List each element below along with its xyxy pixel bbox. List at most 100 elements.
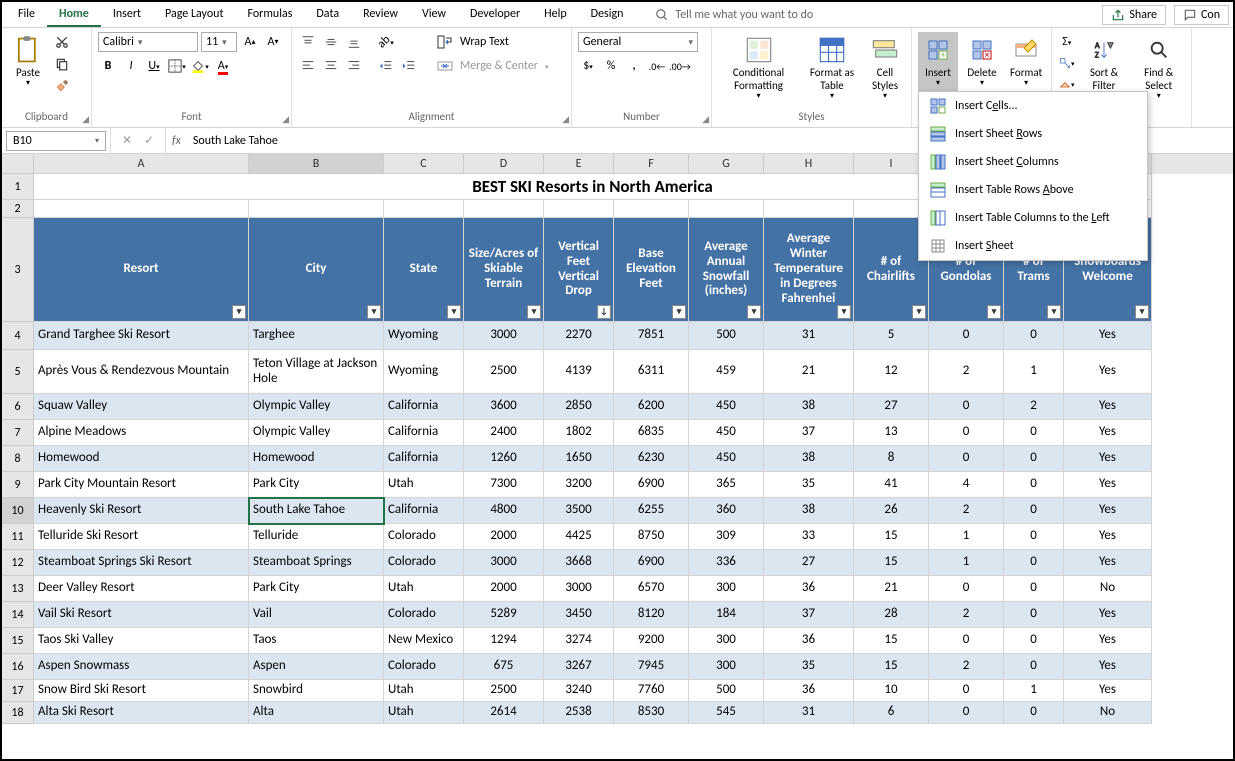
table-cell[interactable]: California <box>384 498 464 524</box>
table-cell[interactable]: Yes <box>1064 498 1152 524</box>
table-cell[interactable]: 38 <box>764 394 854 420</box>
table-cell[interactable]: Taos Ski Valley <box>34 628 249 654</box>
table-cell[interactable]: Olympic Valley <box>249 394 384 420</box>
table-header-cell[interactable]: Vertical Feet Vertical Drop↓ <box>544 218 614 322</box>
table-cell[interactable]: 0 <box>1004 550 1064 576</box>
table-cell[interactable]: 36 <box>764 628 854 654</box>
merge-center-button[interactable]: Merge & Center ▾ <box>431 56 555 76</box>
filter-button[interactable]: ▾ <box>912 305 926 319</box>
table-cell[interactable]: Squaw Valley <box>34 394 249 420</box>
select-all-corner[interactable] <box>2 154 34 174</box>
table-cell[interactable]: 37 <box>764 602 854 628</box>
table-cell[interactable]: 0 <box>929 702 1004 724</box>
table-cell[interactable]: 5 <box>854 322 929 350</box>
filter-button[interactable]: ▾ <box>1047 305 1061 319</box>
row-header[interactable]: 9 <box>2 472 34 498</box>
table-cell[interactable]: 38 <box>764 498 854 524</box>
insert-menu-item-5[interactable]: Insert Sheet <box>919 232 1147 260</box>
borders-button[interactable]: ▾ <box>167 56 187 76</box>
currency-button[interactable]: $▾ <box>578 56 598 76</box>
table-cell[interactable]: 36 <box>764 576 854 602</box>
format-cells-button[interactable]: Format▾ <box>1006 32 1046 91</box>
menu-tab-formulas[interactable]: Formulas <box>235 3 304 27</box>
table-cell[interactable]: Alpine Meadows <box>34 420 249 446</box>
table-cell[interactable]: 4425 <box>544 524 614 550</box>
row-header[interactable]: 15 <box>2 628 34 654</box>
table-cell[interactable]: Utah <box>384 576 464 602</box>
table-cell[interactable]: 3240 <box>544 680 614 702</box>
table-cell[interactable]: 3000 <box>464 550 544 576</box>
column-header[interactable]: B <box>249 154 384 174</box>
table-cell[interactable]: Snowbird <box>249 680 384 702</box>
table-header-cell[interactable]: Average Annual Snowfall (inches)▾ <box>689 218 764 322</box>
menu-tab-view[interactable]: View <box>410 3 458 27</box>
autosum-button[interactable]: Σ▾ <box>1058 32 1076 52</box>
table-cell[interactable]: 1 <box>929 550 1004 576</box>
table-cell[interactable]: 2850 <box>544 394 614 420</box>
conditional-formatting-button[interactable]: Conditional Formatting▾ <box>718 32 799 104</box>
table-cell[interactable]: 15 <box>854 654 929 680</box>
table-cell[interactable]: 33 <box>764 524 854 550</box>
table-cell[interactable]: 3450 <box>544 602 614 628</box>
table-cell[interactable]: Wyoming <box>384 322 464 350</box>
menu-tab-design[interactable]: Design <box>579 3 636 27</box>
cell[interactable] <box>764 200 854 218</box>
row-header[interactable]: 2 <box>2 200 34 218</box>
table-cell[interactable]: 1294 <box>464 628 544 654</box>
table-cell[interactable]: Olympic Valley <box>249 420 384 446</box>
table-cell[interactable]: 2 <box>929 602 1004 628</box>
table-cell[interactable]: 6835 <box>614 420 689 446</box>
row-header[interactable]: 17 <box>2 680 34 702</box>
name-box[interactable]: B10▾ <box>6 131 106 151</box>
table-cell[interactable]: Yes <box>1064 420 1152 446</box>
table-cell[interactable]: 1 <box>1004 350 1064 394</box>
menu-tab-data[interactable]: Data <box>304 3 351 27</box>
table-header-cell[interactable]: City▾ <box>249 218 384 322</box>
table-cell[interactable]: 300 <box>689 628 764 654</box>
row-header[interactable]: 7 <box>2 420 34 446</box>
table-cell[interactable]: South Lake Tahoe <box>249 498 384 524</box>
table-cell[interactable]: 0 <box>929 628 1004 654</box>
table-cell[interactable]: 3600 <box>464 394 544 420</box>
comma-button[interactable]: , <box>624 56 644 76</box>
cell-styles-button[interactable]: Cell Styles▾ <box>865 32 905 104</box>
table-cell[interactable]: 3200 <box>544 472 614 498</box>
table-cell[interactable]: 21 <box>764 350 854 394</box>
table-cell[interactable]: 26 <box>854 498 929 524</box>
number-launcher[interactable]: ◢ <box>702 114 709 125</box>
insert-menu-item-0[interactable]: Insert Cells... <box>919 92 1147 120</box>
column-header[interactable]: E <box>544 154 614 174</box>
italic-button[interactable]: I <box>121 56 141 76</box>
table-cell[interactable]: Yes <box>1064 524 1152 550</box>
cancel-formula-button[interactable]: ✕ <box>117 131 137 151</box>
delete-cells-button[interactable]: × Delete▾ <box>962 32 1002 91</box>
table-cell[interactable]: 0 <box>1004 654 1064 680</box>
row-header[interactable]: 8 <box>2 446 34 472</box>
table-cell[interactable]: 3274 <box>544 628 614 654</box>
table-cell[interactable]: 0 <box>1004 628 1064 654</box>
table-cell[interactable]: Telluride Ski Resort <box>34 524 249 550</box>
table-cell[interactable]: 0 <box>1004 498 1064 524</box>
table-cell[interactable]: 8530 <box>614 702 689 724</box>
table-cell[interactable]: 450 <box>689 420 764 446</box>
table-cell[interactable]: 184 <box>689 602 764 628</box>
table-cell[interactable]: 0 <box>1004 420 1064 446</box>
row-header[interactable]: 5 <box>2 350 34 394</box>
enter-formula-button[interactable]: ✓ <box>139 131 159 151</box>
insert-menu-item-2[interactable]: Insert Sheet Columns <box>919 148 1147 176</box>
table-cell[interactable]: 0 <box>929 446 1004 472</box>
fill-color-button[interactable]: ▾ <box>190 56 210 76</box>
align-bottom-button[interactable] <box>344 32 364 52</box>
cell[interactable] <box>249 200 384 218</box>
filter-button[interactable]: ▾ <box>837 305 851 319</box>
table-cell[interactable]: 360 <box>689 498 764 524</box>
table-cell[interactable]: Heavenly Ski Resort <box>34 498 249 524</box>
shrink-font-button[interactable]: A▾ <box>263 32 283 52</box>
insert-cells-button[interactable]: + Insert▾ Insert Cells...Insert Sheet Ro… <box>918 32 958 91</box>
row-header[interactable]: 6 <box>2 394 34 420</box>
table-cell[interactable]: 7760 <box>614 680 689 702</box>
table-cell[interactable]: 2000 <box>464 524 544 550</box>
table-header-cell[interactable]: State▾ <box>384 218 464 322</box>
table-cell[interactable]: 2 <box>929 498 1004 524</box>
table-cell[interactable]: 1 <box>1004 680 1064 702</box>
